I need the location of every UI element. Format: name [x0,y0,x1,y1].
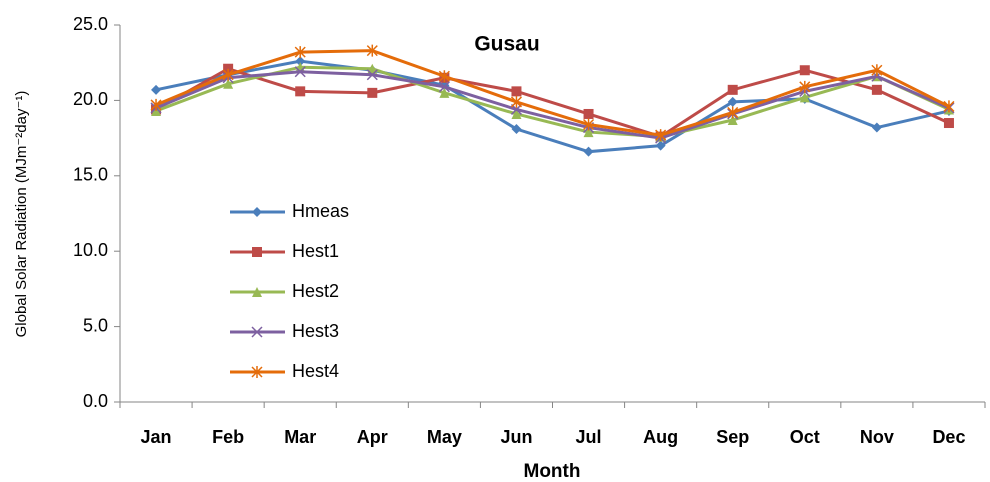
marker [510,95,522,108]
x-tick-label: Jun [500,427,532,447]
marker [150,98,162,111]
marker [871,64,883,77]
marker [295,56,306,67]
legend-label: Hest1 [292,241,339,261]
marker [943,100,955,113]
marker [438,70,450,83]
legend-label: Hest4 [292,361,339,381]
x-tick-label: Feb [212,427,244,447]
marker [367,87,378,98]
x-tick-label: Dec [932,427,965,447]
marker [799,80,811,93]
series-line [155,67,950,139]
marker [727,115,738,126]
marker [727,84,738,95]
marker [222,68,234,81]
marker [151,105,162,116]
x-tick-label: Aug [643,427,678,447]
marker [727,96,738,107]
marker [943,118,954,129]
series-line [155,59,950,154]
marker [727,106,739,119]
marker [151,84,162,95]
y-tick-label: 10.0 [73,240,108,260]
marker [438,81,450,93]
marker [366,69,378,81]
x-tick-label: Jul [576,427,602,447]
y-tick-label: 25.0 [73,14,108,34]
y-tick-label: 15.0 [73,165,108,185]
x-axis-label: Month [524,461,581,482]
marker [583,146,594,157]
legend-marker [252,287,262,297]
legend-marker [251,326,263,338]
legend-marker [252,207,262,217]
legend-label: Hest2 [292,281,339,301]
marker [295,86,306,97]
marker [799,92,810,103]
y-tick-label: 5.0 [83,315,108,335]
y-tick-label: 20.0 [73,89,108,109]
y-axis-label: Global Solar Radiation (MJm⁻²day⁻¹) [13,91,30,338]
marker [583,127,594,138]
marker [439,87,450,98]
marker [294,46,306,59]
marker [583,118,595,131]
legend-label: Hmeas [292,201,349,221]
marker [511,86,522,97]
marker [799,65,810,76]
marker [511,124,522,135]
x-tick-label: May [427,427,462,447]
marker [583,108,594,119]
legend-marker [252,247,262,257]
marker [655,129,667,142]
y-tick-label: 0.0 [83,391,108,411]
x-tick-label: Apr [357,427,388,447]
x-tick-label: Oct [790,427,820,447]
x-tick-label: Nov [860,427,894,447]
marker [655,140,666,151]
marker [511,108,522,119]
series-line [155,65,950,139]
chart-title: Gusau [474,33,539,56]
marker [223,63,234,74]
marker [366,44,378,57]
x-tick-label: Sep [716,427,749,447]
legend-marker [251,366,263,378]
marker [223,78,234,89]
x-tick-label: Jan [141,427,172,447]
series-line [155,70,950,140]
series-line [155,49,950,137]
legend-label: Hest3 [292,321,339,341]
x-tick-label: Mar [284,427,316,447]
marker [294,66,306,78]
marker [871,122,882,133]
marker [871,84,882,95]
